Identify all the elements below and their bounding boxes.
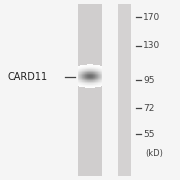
Text: 55: 55 (143, 130, 155, 139)
Bar (78, 4, 102, 176)
Text: 130: 130 (143, 41, 160, 50)
Bar (111, 4, 118, 176)
Text: (kD): (kD) (145, 149, 163, 158)
Text: CARD11: CARD11 (7, 71, 47, 82)
Text: 95: 95 (143, 76, 155, 85)
Text: 72: 72 (143, 103, 154, 112)
Text: 170: 170 (143, 13, 160, 22)
Bar (114, 4, 130, 176)
